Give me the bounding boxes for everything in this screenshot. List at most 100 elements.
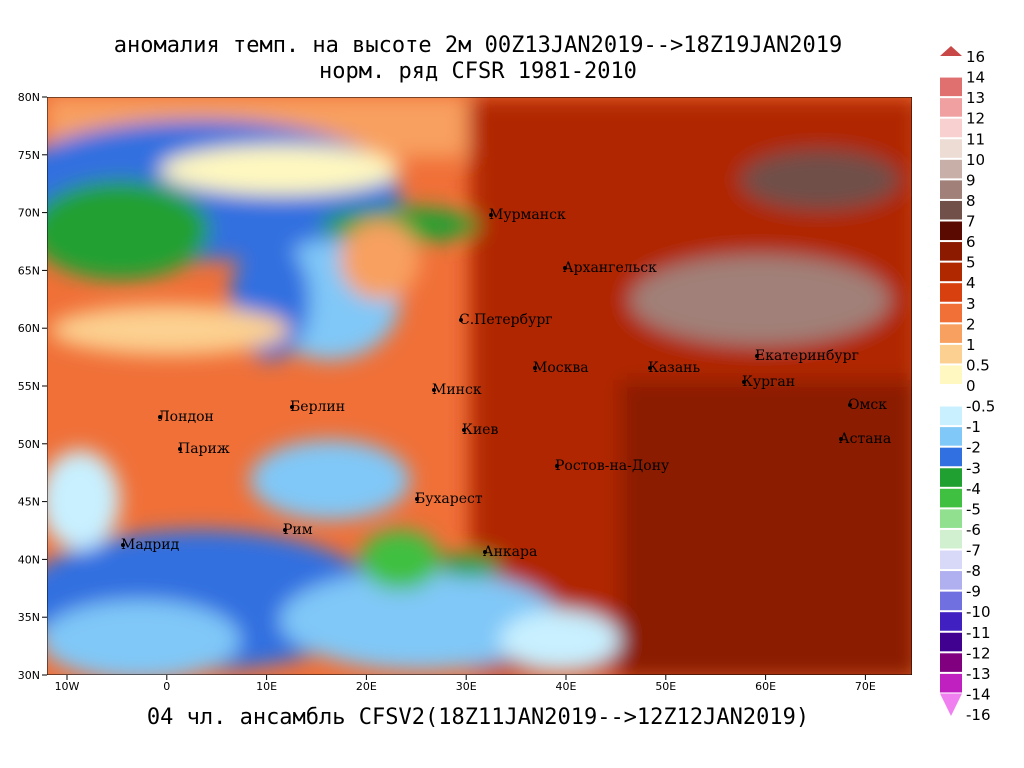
colorbar-swatch — [940, 509, 962, 528]
colorbar-arrow — [940, 693, 962, 716]
city-label: Минск — [432, 382, 482, 398]
colorbar-swatch — [940, 386, 962, 405]
city-dot — [462, 428, 466, 432]
colorbar-label: -0.5 — [966, 398, 995, 416]
colorbar-label: 9 — [966, 171, 976, 189]
city-dot — [283, 528, 287, 532]
colorbar-swatch — [940, 365, 962, 384]
colorbar-arrow — [940, 46, 962, 56]
colorbar-label: -6 — [966, 521, 981, 539]
city-label: Рим — [283, 522, 313, 538]
lon-label: 30E — [456, 680, 477, 693]
colorbar-swatch — [940, 529, 962, 549]
colorbar-label: -8 — [966, 562, 981, 580]
lat-label: 70N — [18, 207, 40, 220]
colorbar-label: 2 — [966, 315, 976, 333]
city-label: Курган — [742, 374, 795, 390]
colorbar-swatch — [940, 159, 962, 179]
city-label: Берлин — [290, 399, 345, 415]
city-dot — [489, 213, 493, 217]
colorbar-label: 16 — [966, 48, 985, 66]
lat-label: 40N — [18, 553, 40, 566]
colorbar-label: -9 — [966, 583, 981, 601]
colorbar-swatch — [940, 77, 962, 97]
city-label: Анкара — [483, 544, 537, 560]
colorbar-label: -16 — [966, 706, 991, 724]
colorbar-label: 6 — [966, 233, 976, 251]
colorbar-label: -4 — [966, 480, 981, 498]
colorbar-label: 3 — [966, 295, 976, 313]
lon-label: 50E — [655, 680, 676, 693]
colorbar-label: 8 — [966, 192, 976, 210]
colorbar-swatch — [940, 591, 962, 611]
colorbar-label: -12 — [966, 644, 991, 662]
lon-label: 60E — [755, 680, 776, 693]
title-line2: норм. ряд CFSR 1981-2010 — [319, 59, 637, 84]
colorbar-swatch — [940, 571, 962, 590]
city-dot — [178, 447, 182, 451]
lat-label: 55N — [18, 380, 40, 393]
city-label: Омск — [848, 397, 887, 413]
colorbar-swatch — [940, 344, 962, 364]
colorbar-label: -1 — [966, 418, 981, 436]
city-dot — [648, 366, 652, 370]
city-label: С.Петербург — [459, 312, 553, 328]
lon-label: 20E — [356, 680, 377, 693]
colorbar-label: -3 — [966, 459, 981, 477]
city-dot — [839, 437, 843, 441]
city-label: Мадрид — [121, 537, 180, 553]
city-dot — [742, 380, 746, 384]
title-line1: аномалия темп. на высоте 2м 00Z13JAN2019… — [114, 33, 842, 58]
city-dot — [563, 266, 567, 270]
colorbar-swatch — [940, 303, 962, 323]
city-label: Астана — [839, 431, 891, 447]
city-dot — [848, 403, 852, 407]
colorbar-label: -13 — [966, 665, 991, 683]
colorbar-label: 13 — [966, 89, 985, 107]
city-label: Москва — [533, 360, 589, 376]
colorbar-label: 7 — [966, 213, 976, 231]
colorbar-label: 5 — [966, 254, 976, 272]
colorbar-label: -11 — [966, 624, 991, 642]
city-dot — [483, 550, 487, 554]
colorbar-swatch — [940, 262, 962, 282]
colorbar-swatch — [940, 673, 962, 693]
city-label: Мурманск — [489, 207, 566, 223]
colorbar-swatch — [940, 612, 962, 631]
city-dot — [290, 405, 294, 409]
lat-label: 60N — [18, 322, 40, 335]
lat-label: 80N — [18, 91, 40, 104]
lat-label: 30N — [18, 669, 40, 682]
colorbar-swatch — [940, 139, 962, 158]
city-label: Казань — [648, 360, 700, 376]
city-dot — [533, 366, 537, 370]
city-label: Париж — [178, 441, 230, 457]
map — [47, 97, 912, 675]
colorbar-label: -7 — [966, 542, 981, 560]
lon-label: 0 — [163, 680, 170, 693]
city-label: Екатеринбург — [755, 348, 859, 364]
colorbar-swatch — [940, 200, 962, 220]
colorbar-swatch — [940, 98, 962, 117]
city-label: Ростов-на-Дону — [555, 458, 670, 474]
lat-label: 50N — [18, 438, 40, 451]
colorbar-label: 14 — [966, 69, 985, 87]
colorbar-label: 12 — [966, 110, 985, 128]
colorbar-label: 0 — [966, 377, 976, 395]
colorbar-label: 10 — [966, 151, 985, 169]
city-dot — [158, 415, 162, 419]
colorbar-swatch — [940, 242, 962, 261]
lat-label: 45N — [18, 496, 40, 509]
colorbar-swatch — [940, 653, 962, 672]
city-dot — [459, 318, 463, 322]
colorbar-label: -5 — [966, 500, 981, 518]
colorbar-swatch — [940, 324, 962, 343]
city-dot — [121, 543, 125, 547]
lon-label: 10E — [256, 680, 277, 693]
city-dot — [432, 388, 436, 392]
colorbar-swatch — [940, 550, 962, 570]
city-labels: Мурманск Архангельск С.Петербург Москва … — [121, 207, 891, 560]
colorbar-swatch — [940, 427, 962, 446]
colorbar-swatch — [940, 468, 962, 487]
